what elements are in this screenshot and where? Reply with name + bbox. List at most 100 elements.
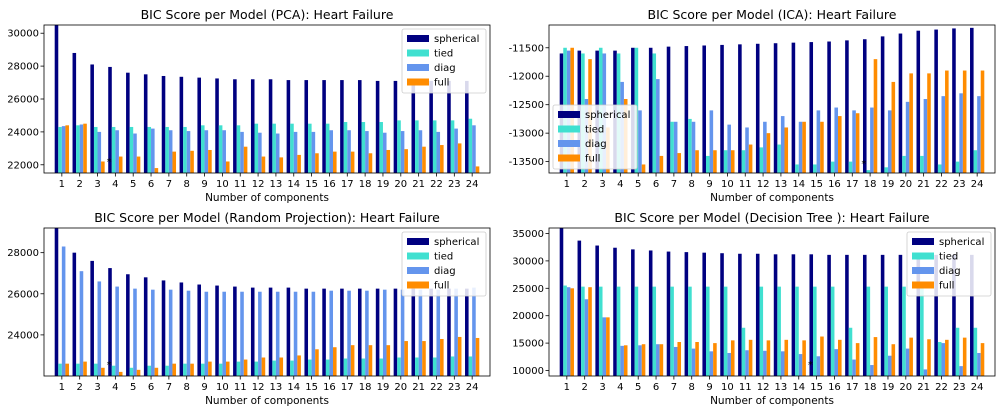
bar-full-20 [909,73,913,173]
bar-tied-4 [616,286,621,376]
bar-diag-24 [472,125,476,173]
bar-tied-8 [183,363,187,376]
bar-tied-17 [848,161,853,173]
x-tick-label: 20 [899,382,912,393]
bar-diag-20 [400,131,405,173]
bar-full-12 [261,357,266,376]
bar-spherical-19 [375,288,380,376]
bar-full-14 [297,355,301,376]
x-tick-label: 13 [270,382,283,393]
bar-tied-24 [468,356,473,376]
bar-diag-15 [816,356,821,376]
x-tick-label: 20 [394,382,407,393]
x-tick-label: 19 [882,382,895,393]
bar-spherical-9 [702,252,706,376]
bar-tied-14 [290,123,294,173]
bar-tied-3 [93,363,98,376]
bar-spherical-20 [393,80,398,173]
bar-full-12 [766,133,771,173]
bar-full-1 [570,288,574,376]
x-tick-label: 2 [76,179,82,190]
x-tick-label: 3 [94,382,100,393]
bar-spherical-8 [684,46,689,173]
bar-tied-15 [813,286,817,376]
bar-diag-9 [204,130,209,173]
bar-full-19 [891,344,896,376]
bar-tied-20 [902,286,906,376]
bar-diag-13 [780,116,785,173]
x-tick-label: 20 [394,179,407,190]
bar-tied-22 [937,342,942,376]
bar-tied-2 [581,286,585,376]
x-tick-label: 16 [323,179,336,190]
bar-spherical-23 [952,28,956,173]
x-axis-label: Number of components [205,395,329,407]
legend-swatch-diag [912,267,934,274]
bar-spherical-7 [161,280,166,376]
bar-tied-13 [777,286,781,376]
x-tick-label: 12 [757,179,770,190]
x-tick-label: 11 [739,179,752,190]
bar-full-5 [136,156,141,173]
legend-swatch-spherical [407,35,429,42]
bar-spherical-11 [738,253,742,376]
x-tick-label: 15 [810,179,823,190]
bar-spherical-11 [233,79,237,173]
bar-tied-1 [58,363,62,376]
x-tick-label: 11 [234,179,247,190]
bar-diag-8 [691,121,696,173]
bar-diag-15 [816,110,821,173]
bar-spherical-17 [340,80,344,173]
bar-diag-1 [61,126,66,173]
x-tick-label: 4 [112,179,118,190]
bar-full-8 [190,363,194,376]
bar-tied-24 [468,118,473,173]
bar-spherical-8 [179,76,184,173]
bar-full-5 [136,369,141,376]
y-tick-label: -11500 [509,43,544,54]
bar-full-5 [641,164,646,173]
x-tick-label: 13 [775,382,788,393]
bar-tied-3 [93,126,98,173]
x-tick-label: 18 [359,382,372,393]
bar-spherical-24 [970,254,974,376]
bar-spherical-19 [880,254,885,376]
bar-full-11 [243,146,248,173]
bar-diag-22 [941,96,946,173]
bar-diag-12 [763,350,767,376]
bar-full-24 [980,70,985,173]
legend-box [552,104,638,170]
bar-spherical-5 [126,72,130,173]
x-tick-label: 23 [953,179,966,190]
bar-spherical-6 [648,47,653,173]
bar-spherical-2 [577,240,582,376]
bar-full-21 [927,339,931,376]
legend-label-diag: diag [585,139,607,150]
y-tick-label: 30000 [7,29,39,40]
bar-tied-9 [200,125,205,173]
bar-spherical-16 [322,288,326,376]
bar-full-15 [820,336,824,376]
bar-spherical-16 [827,41,831,173]
bar-diag-10 [727,352,731,376]
x-tick-label: 13 [270,179,283,190]
bar-spherical-19 [880,36,885,173]
bar-diag-19 [887,110,892,173]
bar-tied-2 [76,363,80,376]
bar-spherical-6 [648,250,653,376]
x-tick-label: 17 [846,179,859,190]
bar-full-17 [855,113,860,173]
bar-tied-15 [308,123,312,173]
bar-tied-19 [379,358,383,376]
bar-tied-21 [415,120,419,173]
bar-tied-17 [343,122,348,173]
bar-diag-15 [311,131,316,173]
y-tick-label: -12500 [509,100,544,111]
bar-spherical-7 [666,46,671,173]
bar-spherical-14 [791,42,796,173]
bars-group [559,228,985,376]
bar-spherical-15 [809,254,814,376]
bar-diag-12 [258,132,262,173]
